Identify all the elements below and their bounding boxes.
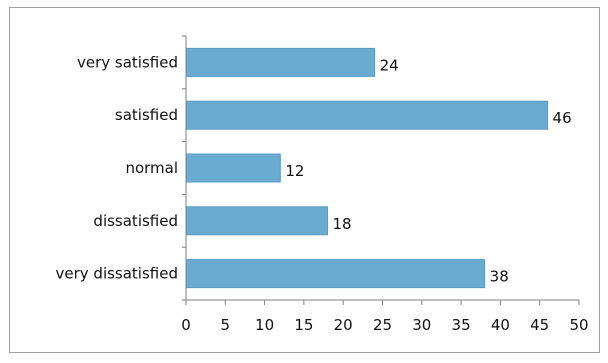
category-label: satisfied (115, 106, 178, 124)
data-label: 24 (380, 56, 399, 74)
bar-normal (185, 153, 281, 183)
bar-dissatisfied (185, 206, 328, 236)
category-label: normal (125, 159, 178, 177)
bar-chart: very satisfied satisfied normal dissatisfie… (56, 35, 589, 334)
category-label: very satisfied (77, 53, 178, 71)
data-label: 38 (490, 268, 509, 286)
x-tick-label: 30 (412, 316, 431, 334)
x-tick-label: 15 (294, 316, 313, 334)
x-tick-label: 25 (373, 316, 392, 334)
x-tick-label: 5 (221, 316, 231, 334)
data-labels: 24 46 12 18 38 (285, 56, 571, 285)
x-tick-label: 20 (334, 316, 353, 334)
x-tick-label: 35 (452, 316, 471, 334)
category-label: very dissatisfied (56, 265, 179, 283)
bar-very-satisfied (185, 47, 376, 77)
data-label: 12 (285, 162, 304, 180)
x-tick-label: 50 (569, 316, 588, 334)
category-labels: very satisfied satisfied normal dissatisfie… (56, 53, 179, 282)
bars-layer (185, 47, 549, 289)
x-tick-label: 45 (530, 316, 549, 334)
x-tick-label: 0 (181, 316, 191, 334)
x-tick-label: 40 (491, 316, 510, 334)
chart-frame: very satisfied satisfied normal dissatisfie… (9, 7, 600, 353)
data-label: 46 (553, 109, 572, 127)
category-label: dissatisfied (93, 212, 178, 230)
x-tick-label: 10 (255, 316, 274, 334)
bar-satisfied (185, 100, 549, 130)
data-label: 18 (332, 215, 351, 233)
x-axis: 0 5 10 15 20 25 30 35 40 45 50 (181, 35, 589, 334)
bar-very-dissatisfied (185, 259, 486, 289)
